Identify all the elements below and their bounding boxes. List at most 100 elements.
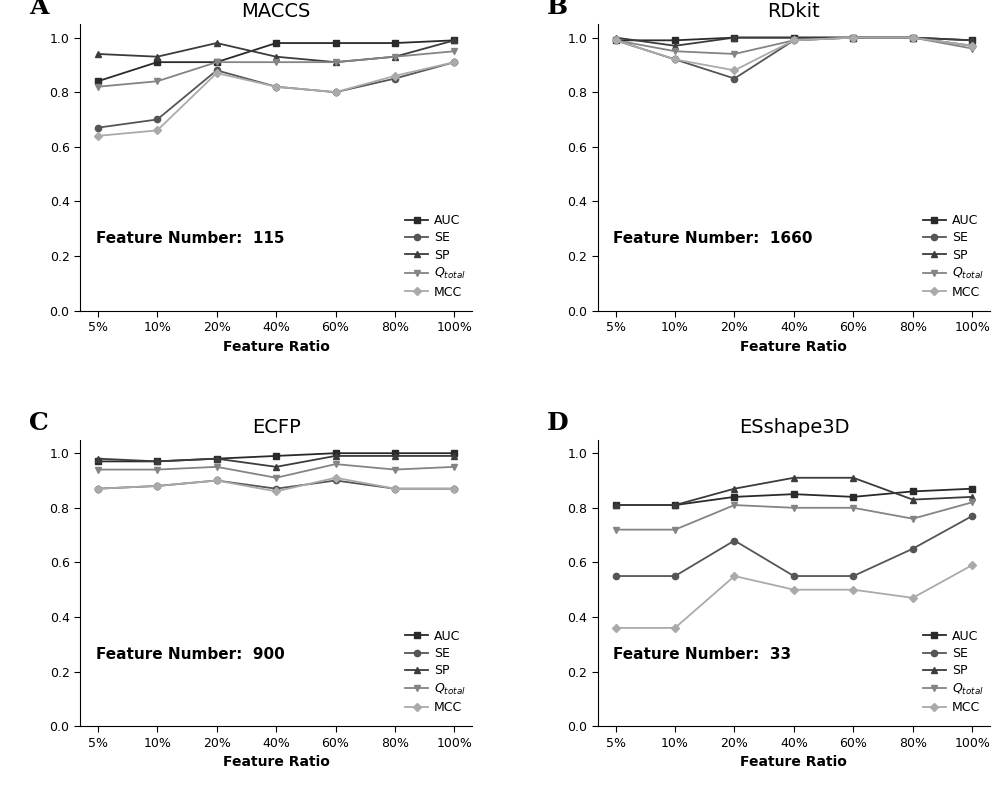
X-axis label: Feature Ratio: Feature Ratio [740, 755, 847, 769]
SP [448, 451, 460, 460]
Line: AUC: AUC [95, 38, 458, 85]
SE [92, 123, 104, 132]
SP [389, 52, 401, 61]
SP [151, 456, 163, 466]
SE [966, 512, 978, 521]
$Q_{total}$ [448, 462, 460, 472]
SP [907, 495, 919, 504]
Line: $Q_{total}$: $Q_{total}$ [95, 461, 458, 481]
$Q_{total}$ [610, 36, 622, 45]
AUC [330, 38, 342, 48]
MCC [92, 131, 104, 140]
AUC [907, 33, 919, 42]
SE [669, 54, 681, 64]
SP [610, 500, 622, 510]
Legend: AUC, SE, SP, $Q_{total}$, MCC: AUC, SE, SP, $Q_{total}$, MCC [405, 630, 466, 714]
SP [92, 49, 104, 59]
MCC [669, 623, 681, 633]
SE [448, 484, 460, 493]
SE [728, 535, 740, 545]
SE [788, 571, 800, 581]
SE [92, 484, 104, 493]
MCC [907, 593, 919, 602]
AUC [847, 33, 859, 42]
SE [907, 544, 919, 554]
MCC [788, 585, 800, 595]
Line: AUC: AUC [612, 34, 975, 43]
SE [847, 571, 859, 581]
X-axis label: Feature Ratio: Feature Ratio [740, 339, 847, 354]
Title: ESshape3D: ESshape3D [739, 417, 849, 437]
Line: SP: SP [612, 34, 975, 49]
$Q_{total}$ [270, 473, 282, 483]
AUC [92, 77, 104, 86]
SE [669, 571, 681, 581]
$Q_{total}$ [907, 514, 919, 523]
SE [788, 36, 800, 45]
$Q_{total}$ [966, 497, 978, 507]
SP [788, 33, 800, 42]
AUC [151, 57, 163, 67]
MCC [448, 57, 460, 67]
MCC [847, 585, 859, 595]
Legend: AUC, SE, SP, $Q_{total}$, MCC: AUC, SE, SP, $Q_{total}$, MCC [923, 214, 984, 298]
MCC [151, 125, 163, 135]
$Q_{total}$ [847, 503, 859, 512]
MCC [211, 69, 223, 78]
SE [270, 484, 282, 493]
SP [728, 484, 740, 493]
$Q_{total}$ [151, 464, 163, 474]
SP [788, 473, 800, 483]
MCC [669, 54, 681, 64]
SP [966, 36, 978, 45]
SP [389, 451, 401, 460]
SE [211, 476, 223, 485]
MCC [389, 71, 401, 81]
MCC [907, 33, 919, 42]
Line: SP: SP [612, 475, 975, 508]
$Q_{total}$ [92, 82, 104, 92]
Line: MCC: MCC [95, 59, 458, 139]
Title: RDkit: RDkit [768, 2, 820, 21]
Text: C: C [29, 411, 49, 435]
MCC [151, 481, 163, 491]
MCC [92, 484, 104, 493]
SP [907, 33, 919, 42]
SE [151, 481, 163, 491]
MCC [389, 484, 401, 493]
AUC [448, 448, 460, 458]
AUC [788, 33, 800, 42]
SP [330, 57, 342, 67]
Line: AUC: AUC [612, 485, 975, 508]
MCC [728, 571, 740, 581]
AUC [270, 451, 282, 460]
Text: Feature Number:  115: Feature Number: 115 [96, 231, 284, 247]
MCC [728, 65, 740, 75]
MCC [330, 473, 342, 483]
MCC [330, 88, 342, 97]
Line: $Q_{total}$: $Q_{total}$ [95, 48, 458, 90]
$Q_{total}$ [847, 33, 859, 42]
$Q_{total}$ [966, 44, 978, 53]
SE [389, 73, 401, 83]
SP [211, 38, 223, 48]
SP [151, 52, 163, 61]
SP [448, 36, 460, 45]
SP [669, 500, 681, 510]
$Q_{total}$ [211, 57, 223, 67]
AUC [610, 36, 622, 45]
AUC [728, 492, 740, 502]
AUC [788, 489, 800, 499]
Line: MCC: MCC [612, 562, 975, 631]
$Q_{total}$ [92, 464, 104, 474]
$Q_{total}$ [669, 525, 681, 535]
SP [270, 462, 282, 472]
SP [610, 33, 622, 42]
SE [728, 73, 740, 83]
SE [151, 115, 163, 124]
MCC [966, 560, 978, 570]
AUC [610, 500, 622, 510]
$Q_{total}$ [728, 49, 740, 59]
Legend: AUC, SE, SP, $Q_{total}$, MCC: AUC, SE, SP, $Q_{total}$, MCC [405, 214, 466, 298]
AUC [448, 36, 460, 45]
